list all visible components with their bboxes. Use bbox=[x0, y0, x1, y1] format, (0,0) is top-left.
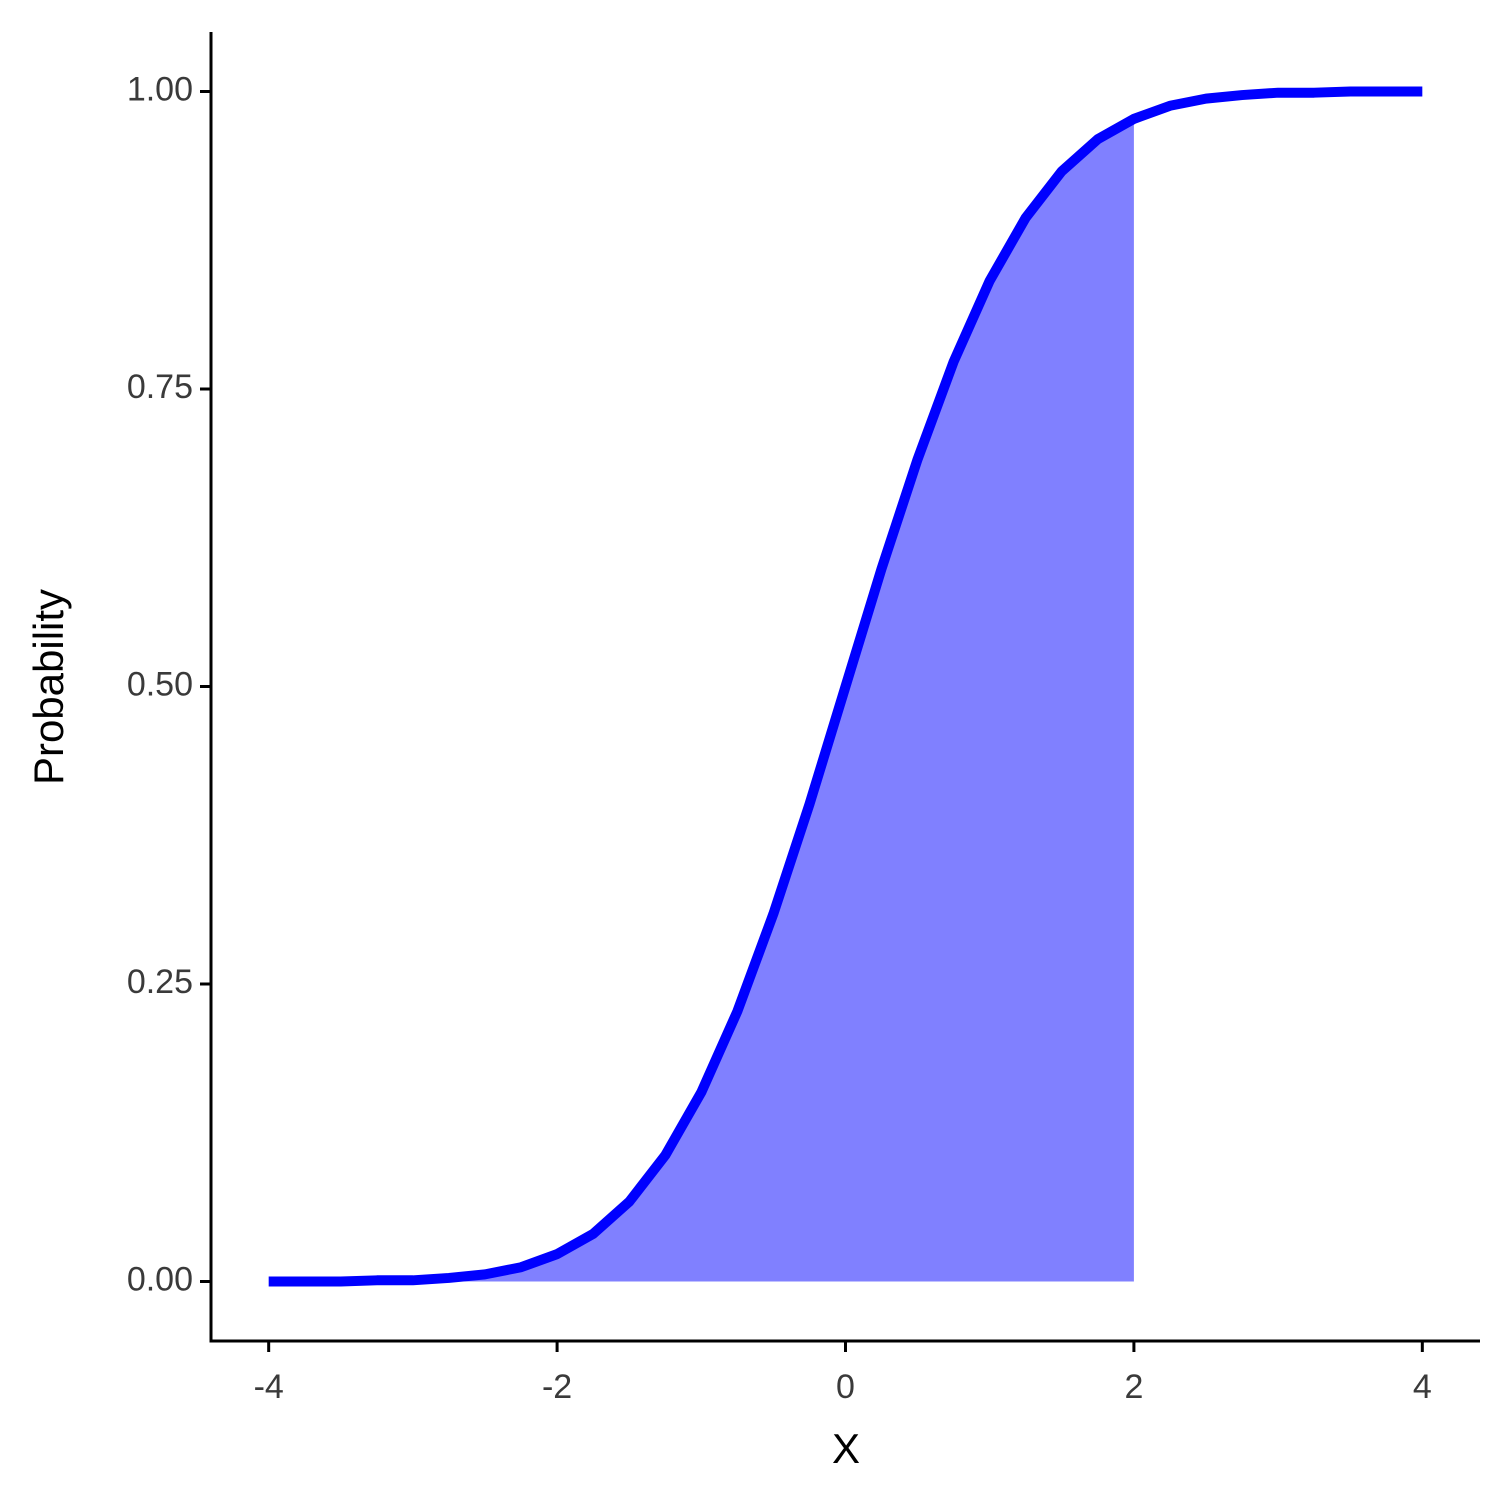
y-axis-title: Probability bbox=[25, 589, 72, 785]
x-tick-label: 0 bbox=[836, 1368, 855, 1406]
shaded-area bbox=[268, 118, 1134, 1282]
y-tick-label: 0.50 bbox=[127, 665, 193, 703]
x-tick-label: -4 bbox=[254, 1368, 284, 1406]
x-axis-title: X bbox=[832, 1425, 860, 1472]
cdf-line bbox=[268, 86, 1423, 1287]
y-tick-label: 0.00 bbox=[127, 1260, 193, 1298]
y-tick-label: 0.25 bbox=[127, 963, 193, 1001]
y-tick-label: 1.00 bbox=[127, 70, 193, 108]
x-tick-label: 2 bbox=[1124, 1368, 1143, 1406]
x-tick-label: -2 bbox=[542, 1368, 572, 1406]
x-tick-label: 4 bbox=[1413, 1368, 1432, 1406]
y-tick-label: 0.75 bbox=[127, 368, 193, 406]
